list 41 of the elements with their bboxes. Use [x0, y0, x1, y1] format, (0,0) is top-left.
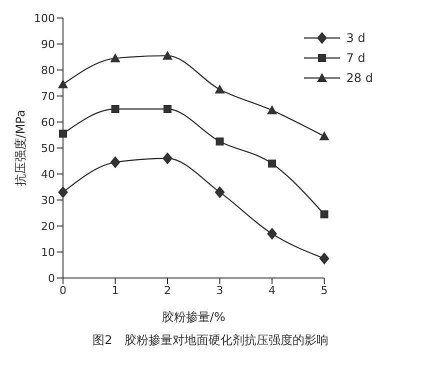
point	[110, 53, 120, 62]
x-tick-label: 3	[216, 284, 224, 297]
y-tick-label: 50	[41, 142, 55, 155]
x-tick-label: 0	[60, 284, 66, 297]
y-tick-label: 30	[41, 194, 55, 207]
x-tick-label: 2	[164, 284, 172, 297]
point	[267, 105, 278, 114]
y-axis-title: 抗压强度/MPa	[13, 110, 28, 186]
y-tick-label: 60	[41, 116, 55, 129]
x-tick-label: 4	[268, 284, 276, 297]
y-tick-label: 10	[41, 246, 55, 259]
point	[58, 186, 68, 198]
point	[214, 84, 225, 94]
point	[267, 228, 278, 240]
legend-label: 28 d	[346, 71, 373, 85]
point	[110, 156, 120, 168]
y-tick-label: 40	[41, 168, 55, 181]
text: 图2 胶粉掺量对地面硬化剂抗压强度的影响	[92, 332, 330, 349]
point	[162, 50, 173, 60]
y-tick-label: 80	[41, 64, 55, 77]
point	[214, 186, 225, 198]
y-tick-label: 20	[41, 220, 55, 233]
point	[319, 252, 330, 264]
point	[58, 79, 68, 88]
point	[268, 160, 276, 168]
point	[319, 131, 330, 140]
point	[164, 105, 172, 113]
y-tick-label: 70	[41, 90, 55, 103]
point	[216, 138, 224, 146]
point	[111, 105, 120, 113]
point	[320, 210, 328, 218]
x-axis-title: 胶粉掺量/%	[162, 310, 226, 324]
y-tick-label: 90	[41, 38, 55, 51]
legend-label: 7 d	[346, 51, 366, 65]
x-tick-label: 1	[112, 284, 119, 297]
x-tick-label: 5	[320, 284, 328, 297]
y-tick-label: 0	[48, 272, 55, 285]
point	[59, 130, 67, 138]
legend-label: 3 d	[346, 31, 366, 45]
y-tick-label: 100	[34, 12, 55, 25]
point	[162, 152, 173, 164]
